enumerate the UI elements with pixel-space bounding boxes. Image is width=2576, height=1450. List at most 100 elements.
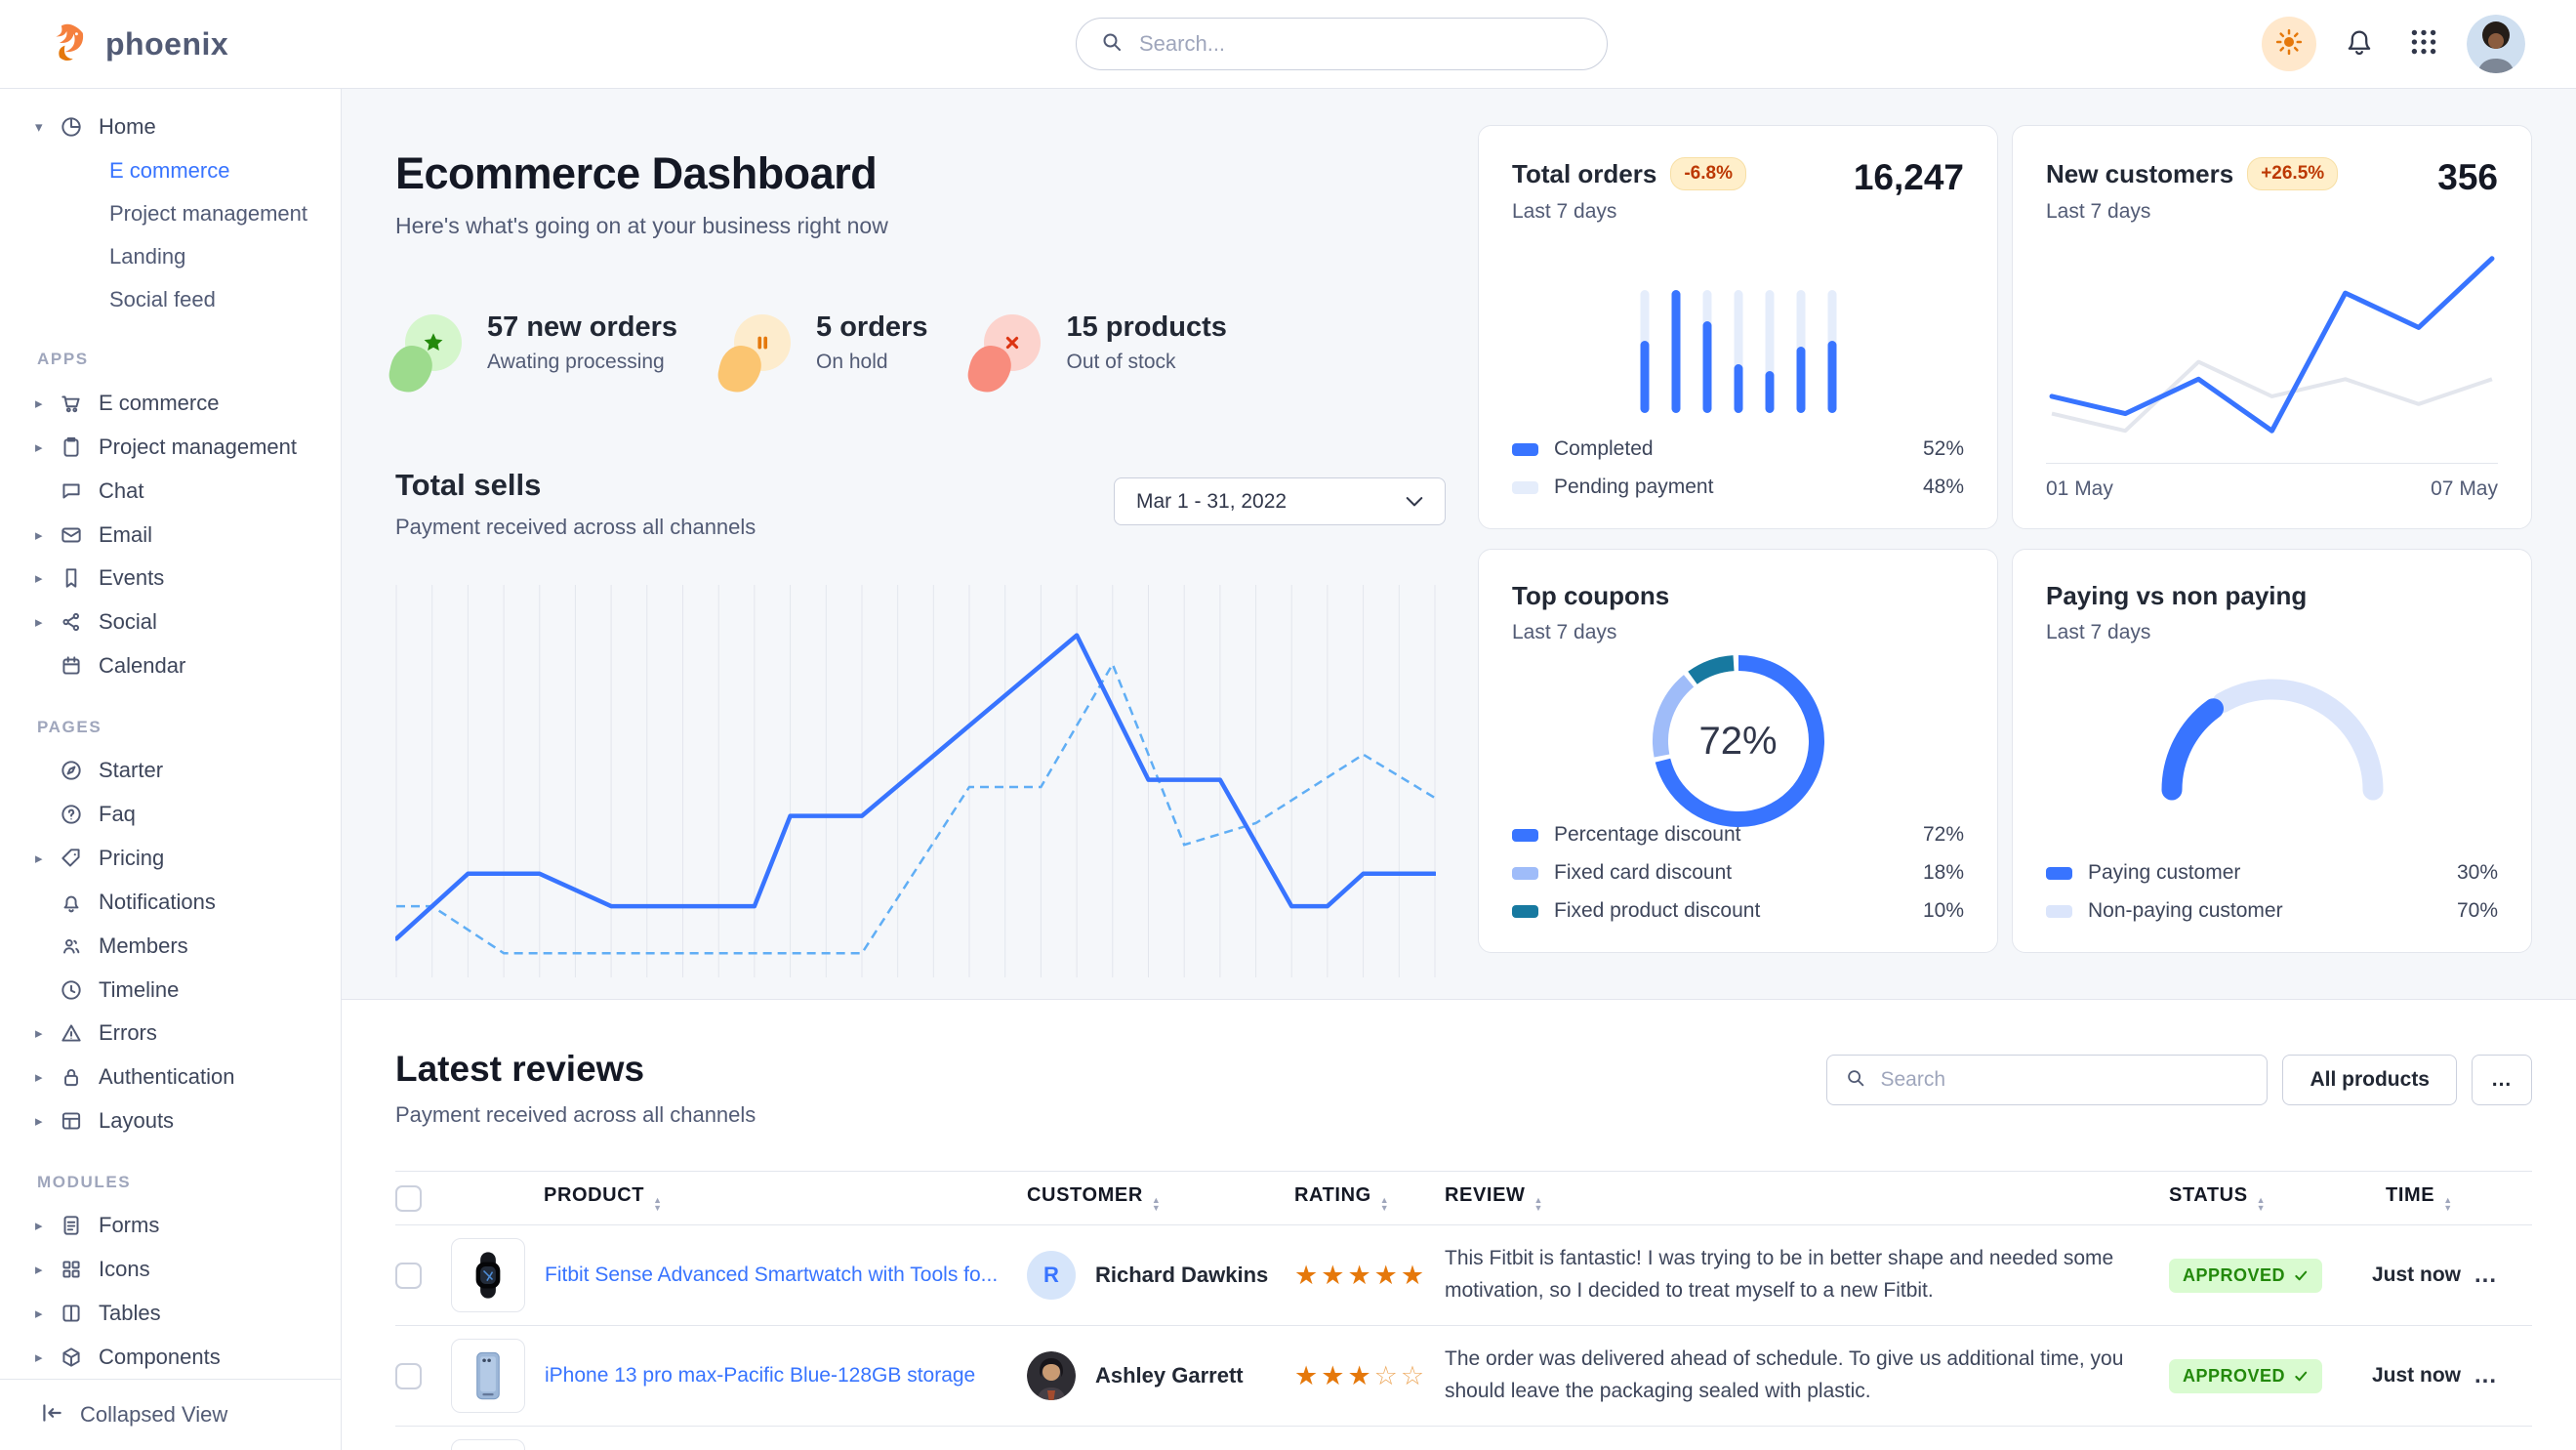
- column-header-customer[interactable]: CUSTOMER ▲ ▼: [1021, 1171, 1287, 1225]
- top-coupons-card: Top coupons Last 7 days 72% Percentage d…: [1478, 549, 1998, 953]
- latest-reviews-section: Latest reviews Payment received across a…: [342, 999, 2576, 1450]
- sidebar-item-project-management-dashboard[interactable]: Project management: [109, 200, 307, 226]
- change-badge: +26.5%: [2247, 157, 2339, 190]
- row-actions-button[interactable]: ...: [2474, 1362, 2498, 1388]
- sidebar-item-authentication[interactable]: ▸ Authentication: [35, 1064, 235, 1090]
- sidebar-item-faq[interactable]: Faq: [0, 793, 341, 837]
- sidebar-item-members[interactable]: Members: [0, 924, 341, 968]
- collapse-sidebar-button[interactable]: Collapsed View: [0, 1379, 341, 1450]
- row-checkbox[interactable]: [395, 1262, 422, 1289]
- sort-icon: ▲ ▼: [1379, 1195, 1390, 1213]
- theme-toggle-button[interactable]: [2262, 17, 2316, 71]
- compass-icon: [59, 758, 84, 783]
- row-actions-button[interactable]: ...: [2474, 1262, 2498, 1288]
- caret-right-icon: ▸: [35, 614, 43, 632]
- legend-swatch: [1512, 866, 1538, 880]
- global-search-input[interactable]: [1137, 30, 1583, 58]
- sidebar-item-tables[interactable]: ▸ Tables: [35, 1300, 161, 1325]
- sidebar-item-layouts[interactable]: ▸ Layouts: [35, 1108, 175, 1134]
- sidebar-item-ecommerce-dashboard[interactable]: E commerce: [109, 157, 230, 183]
- change-badge: -6.8%: [1670, 157, 1746, 190]
- caret-right-icon: ▸: [35, 1218, 43, 1235]
- star-icon: [405, 314, 462, 371]
- sidebar-item-social-feed[interactable]: Social feed: [109, 286, 216, 311]
- grid-dots-icon: [2408, 26, 2439, 62]
- envelope-icon: [59, 522, 84, 548]
- coupons-legend: Percentage discount 72% Fixed card disco…: [1512, 808, 1964, 923]
- document-icon: [59, 1213, 84, 1238]
- apps-menu-button[interactable]: [2402, 22, 2445, 65]
- sidebar-item-pricing[interactable]: ▸ Pricing: [35, 845, 165, 870]
- review-text: This Fitbit is fantastic! I was trying t…: [1445, 1247, 2114, 1302]
- legend-swatch: [2046, 866, 2072, 880]
- reviews-more-button[interactable]: ...: [2472, 1055, 2532, 1105]
- sidebar-item-icons[interactable]: ▸ Icons: [35, 1257, 150, 1282]
- sidebar-item-chat[interactable]: Chat: [0, 469, 341, 513]
- sidebar-item-landing[interactable]: Landing: [109, 243, 186, 269]
- sidebar-item-home[interactable]: ▾ Home: [35, 114, 156, 140]
- global-search[interactable]: [1076, 18, 1608, 70]
- sidebar-item-email[interactable]: ▸ Email: [35, 521, 153, 548]
- status-badge: APPROVED: [2169, 1258, 2323, 1293]
- legend-swatch: [1512, 904, 1538, 918]
- sidebar-item-forms[interactable]: ▸ Forms: [35, 1213, 160, 1238]
- card-title: New customers: [2046, 158, 2234, 188]
- brand-name: phoenix: [105, 25, 229, 62]
- column-header-rating[interactable]: RATING ▲ ▼: [1287, 1171, 1435, 1225]
- column-header-time[interactable]: TIME ▲ ▼: [2352, 1171, 2474, 1225]
- row-checkbox[interactable]: [395, 1362, 422, 1389]
- legend-swatch: [1512, 480, 1538, 494]
- sidebar: ▾ Home E commerce Project management Lan…: [0, 88, 342, 1450]
- customer-cell[interactable]: R Richard Dawkins: [1027, 1251, 1286, 1300]
- all-products-filter-button[interactable]: All products: [2282, 1055, 2457, 1105]
- sun-icon: [2274, 27, 2304, 62]
- users-icon: [59, 933, 84, 959]
- column-header-product[interactable]: PRODUCT ▲ ▼: [450, 1171, 1021, 1225]
- x-icon: [984, 314, 1042, 371]
- stat-new-orders: 57 new orders Awating processing: [405, 311, 677, 374]
- caret-right-icon: ▸: [35, 1069, 43, 1087]
- time-label: Just now: [2372, 1364, 2462, 1387]
- product-link[interactable]: Fitbit Sense Advanced Smartwatch with To…: [545, 1264, 999, 1286]
- reviews-search-input[interactable]: [1878, 1067, 2250, 1093]
- customer-avatar: [1027, 1351, 1076, 1400]
- search-icon: [1100, 30, 1124, 59]
- clock-icon: [59, 977, 84, 1003]
- notifications-button[interactable]: [2338, 22, 2381, 65]
- legend-swatch: [2046, 904, 2072, 918]
- sidebar-item-social[interactable]: ▸ Social: [35, 609, 157, 635]
- sidebar-item-apps-project-management[interactable]: ▸ Project management: [35, 434, 297, 459]
- product-thumbnail: [451, 1339, 525, 1413]
- total-sells-title: Total sells: [395, 468, 542, 502]
- sidebar-section-pages: PAGES: [37, 717, 102, 736]
- sidebar-item-events[interactable]: ▸ Events: [35, 565, 165, 591]
- table-row: Fitbit Sense Advanced Smartwatch with To…: [395, 1224, 2532, 1326]
- main-content: Ecommerce Dashboard Here's what's going …: [342, 88, 2576, 1450]
- date-range-select[interactable]: Mar 1 - 31, 2022: [1114, 477, 1446, 525]
- page-title: Ecommerce Dashboard: [395, 148, 878, 198]
- column-header-review[interactable]: REVIEW ▲ ▼: [1435, 1171, 2157, 1225]
- sidebar-item-apps-ecommerce[interactable]: ▸ E commerce: [35, 390, 220, 415]
- brand[interactable]: phoenix: [0, 21, 228, 68]
- sidebar-item-calendar[interactable]: Calendar: [0, 644, 341, 688]
- page-subtitle: Here's what's going on at your business …: [395, 213, 888, 238]
- table-row: [395, 1427, 2532, 1450]
- select-all-checkbox[interactable]: [395, 1184, 422, 1212]
- paying-gauge-chart: [2146, 665, 2399, 816]
- user-avatar[interactable]: [2467, 15, 2525, 73]
- customer-cell[interactable]: Ashley Garrett: [1027, 1351, 1286, 1400]
- caret-right-icon: ▸: [35, 1348, 43, 1366]
- check-icon: [2295, 1270, 2308, 1280]
- pie-chart-icon: [59, 114, 84, 140]
- sidebar-item-starter[interactable]: Starter: [0, 749, 341, 793]
- column-header-status[interactable]: STATUS ▲ ▼: [2157, 1171, 2352, 1225]
- sort-icon: ▲ ▼: [2256, 1195, 2267, 1213]
- sidebar-item-timeline[interactable]: Timeline: [0, 968, 341, 1012]
- product-link[interactable]: iPhone 13 pro max-Pacific Blue-128GB sto…: [545, 1364, 976, 1387]
- sidebar-item-components[interactable]: ▸ Components: [35, 1344, 221, 1369]
- new-customers-card: New customers +26.5% Last 7 days 356 01 …: [2012, 125, 2532, 529]
- reviews-search[interactable]: [1826, 1055, 2269, 1105]
- sidebar-item-errors[interactable]: ▸ Errors: [35, 1020, 157, 1046]
- sidebar-item-notifications[interactable]: Notifications: [0, 880, 341, 924]
- bell-icon: [59, 890, 84, 915]
